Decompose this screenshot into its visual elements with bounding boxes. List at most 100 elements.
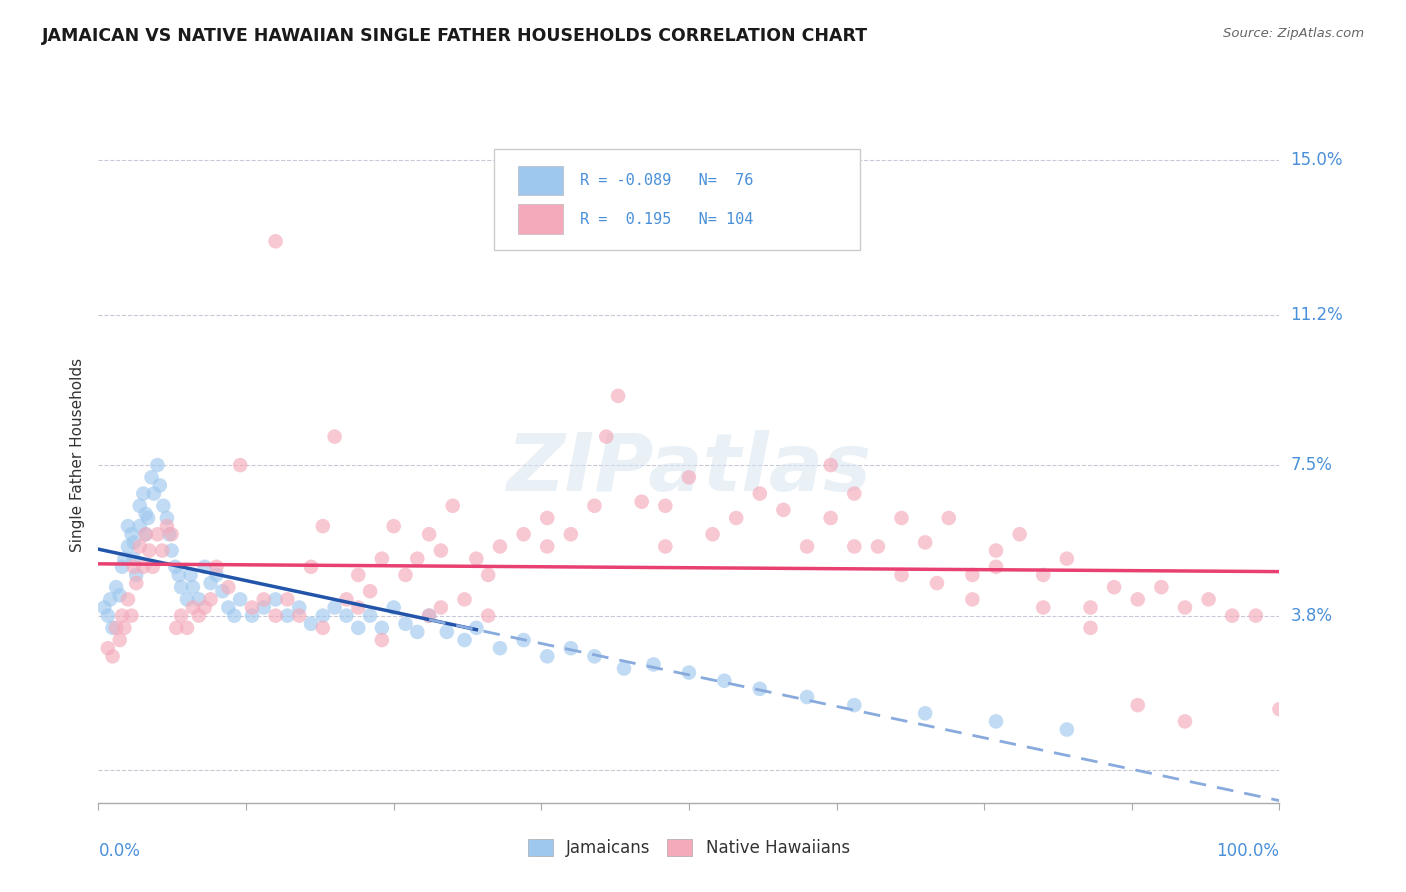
Point [796,690,818,704]
Point [111,559,134,574]
Point [200,576,222,591]
Point [1056,723,1078,737]
Point [122,551,145,566]
Text: 7.5%: 7.5% [1291,456,1333,474]
Point [276,592,298,607]
Point [560,527,582,541]
Point [430,543,453,558]
Point [1198,592,1220,607]
Point [312,608,335,623]
Point [984,714,1007,729]
Point [323,429,346,443]
Point [453,592,475,607]
Point [128,519,150,533]
Point [253,592,276,607]
Point [229,458,252,472]
Point [323,600,346,615]
Text: 11.2%: 11.2% [1291,306,1343,324]
Point [117,592,139,607]
Point [914,706,936,721]
Point [371,551,394,566]
Point [890,568,912,582]
Point [229,592,252,607]
Point [264,592,287,607]
Point [253,600,276,615]
Point [430,600,453,615]
Point [962,568,984,582]
Point [406,551,429,566]
Point [224,608,246,623]
Point [477,568,499,582]
Point [335,608,357,623]
Point [299,616,322,631]
Point [112,621,135,635]
Point [108,588,131,602]
Point [583,499,606,513]
Point [128,540,150,554]
Point [211,584,233,599]
Point [1056,551,1078,566]
Point [394,568,416,582]
Point [560,641,582,656]
Point [536,540,558,554]
Point [465,551,488,566]
Point [97,641,120,656]
Point [844,540,866,554]
Text: ZIPatlas: ZIPatlas [506,430,872,508]
Point [702,527,724,541]
Point [347,621,370,635]
Point [176,621,198,635]
Point [276,608,298,623]
Point [194,559,217,574]
Text: JAMAICAN VS NATIVE HAWAIIAN SINGLE FATHER HOUSEHOLDS CORRELATION CHART: JAMAICAN VS NATIVE HAWAIIAN SINGLE FATHE… [42,27,869,45]
Legend: Jamaicans, Native Hawaiians: Jamaicans, Native Hawaiians [522,832,856,864]
Point [194,600,217,615]
Point [359,584,381,599]
Point [436,624,458,639]
Point [105,621,128,635]
FancyBboxPatch shape [494,149,860,250]
Point [914,535,936,549]
Point [1174,600,1197,615]
Point [146,527,169,541]
Point [1244,608,1267,623]
Point [1032,568,1054,582]
Point [1126,698,1149,713]
Point [678,665,700,680]
Point [117,519,139,533]
Point [181,600,204,615]
Point [748,486,770,500]
Point [152,499,174,513]
Point [643,657,665,672]
Point [181,580,204,594]
Point [135,507,157,521]
Point [217,600,239,615]
Point [141,470,163,484]
Point [205,559,228,574]
Point [146,458,169,472]
Y-axis label: Single Father Households: Single Father Households [69,358,84,552]
Point [187,592,209,607]
Point [117,540,139,554]
Point [418,527,440,541]
Point [200,592,222,607]
Point [187,608,209,623]
Point [205,568,228,582]
Point [149,478,172,492]
Point [441,499,464,513]
Point [98,592,121,607]
Point [1032,600,1054,615]
Point [844,486,866,500]
Text: Source: ZipAtlas.com: Source: ZipAtlas.com [1223,27,1364,40]
Text: 0.0%: 0.0% [98,842,141,860]
Point [138,543,160,558]
Point [512,527,534,541]
Point [536,511,558,525]
Point [180,568,202,582]
Point [820,458,842,472]
Point [453,633,475,648]
Text: 3.8%: 3.8% [1291,607,1333,624]
Point [1268,702,1291,716]
Point [406,624,429,639]
Point [136,511,159,525]
